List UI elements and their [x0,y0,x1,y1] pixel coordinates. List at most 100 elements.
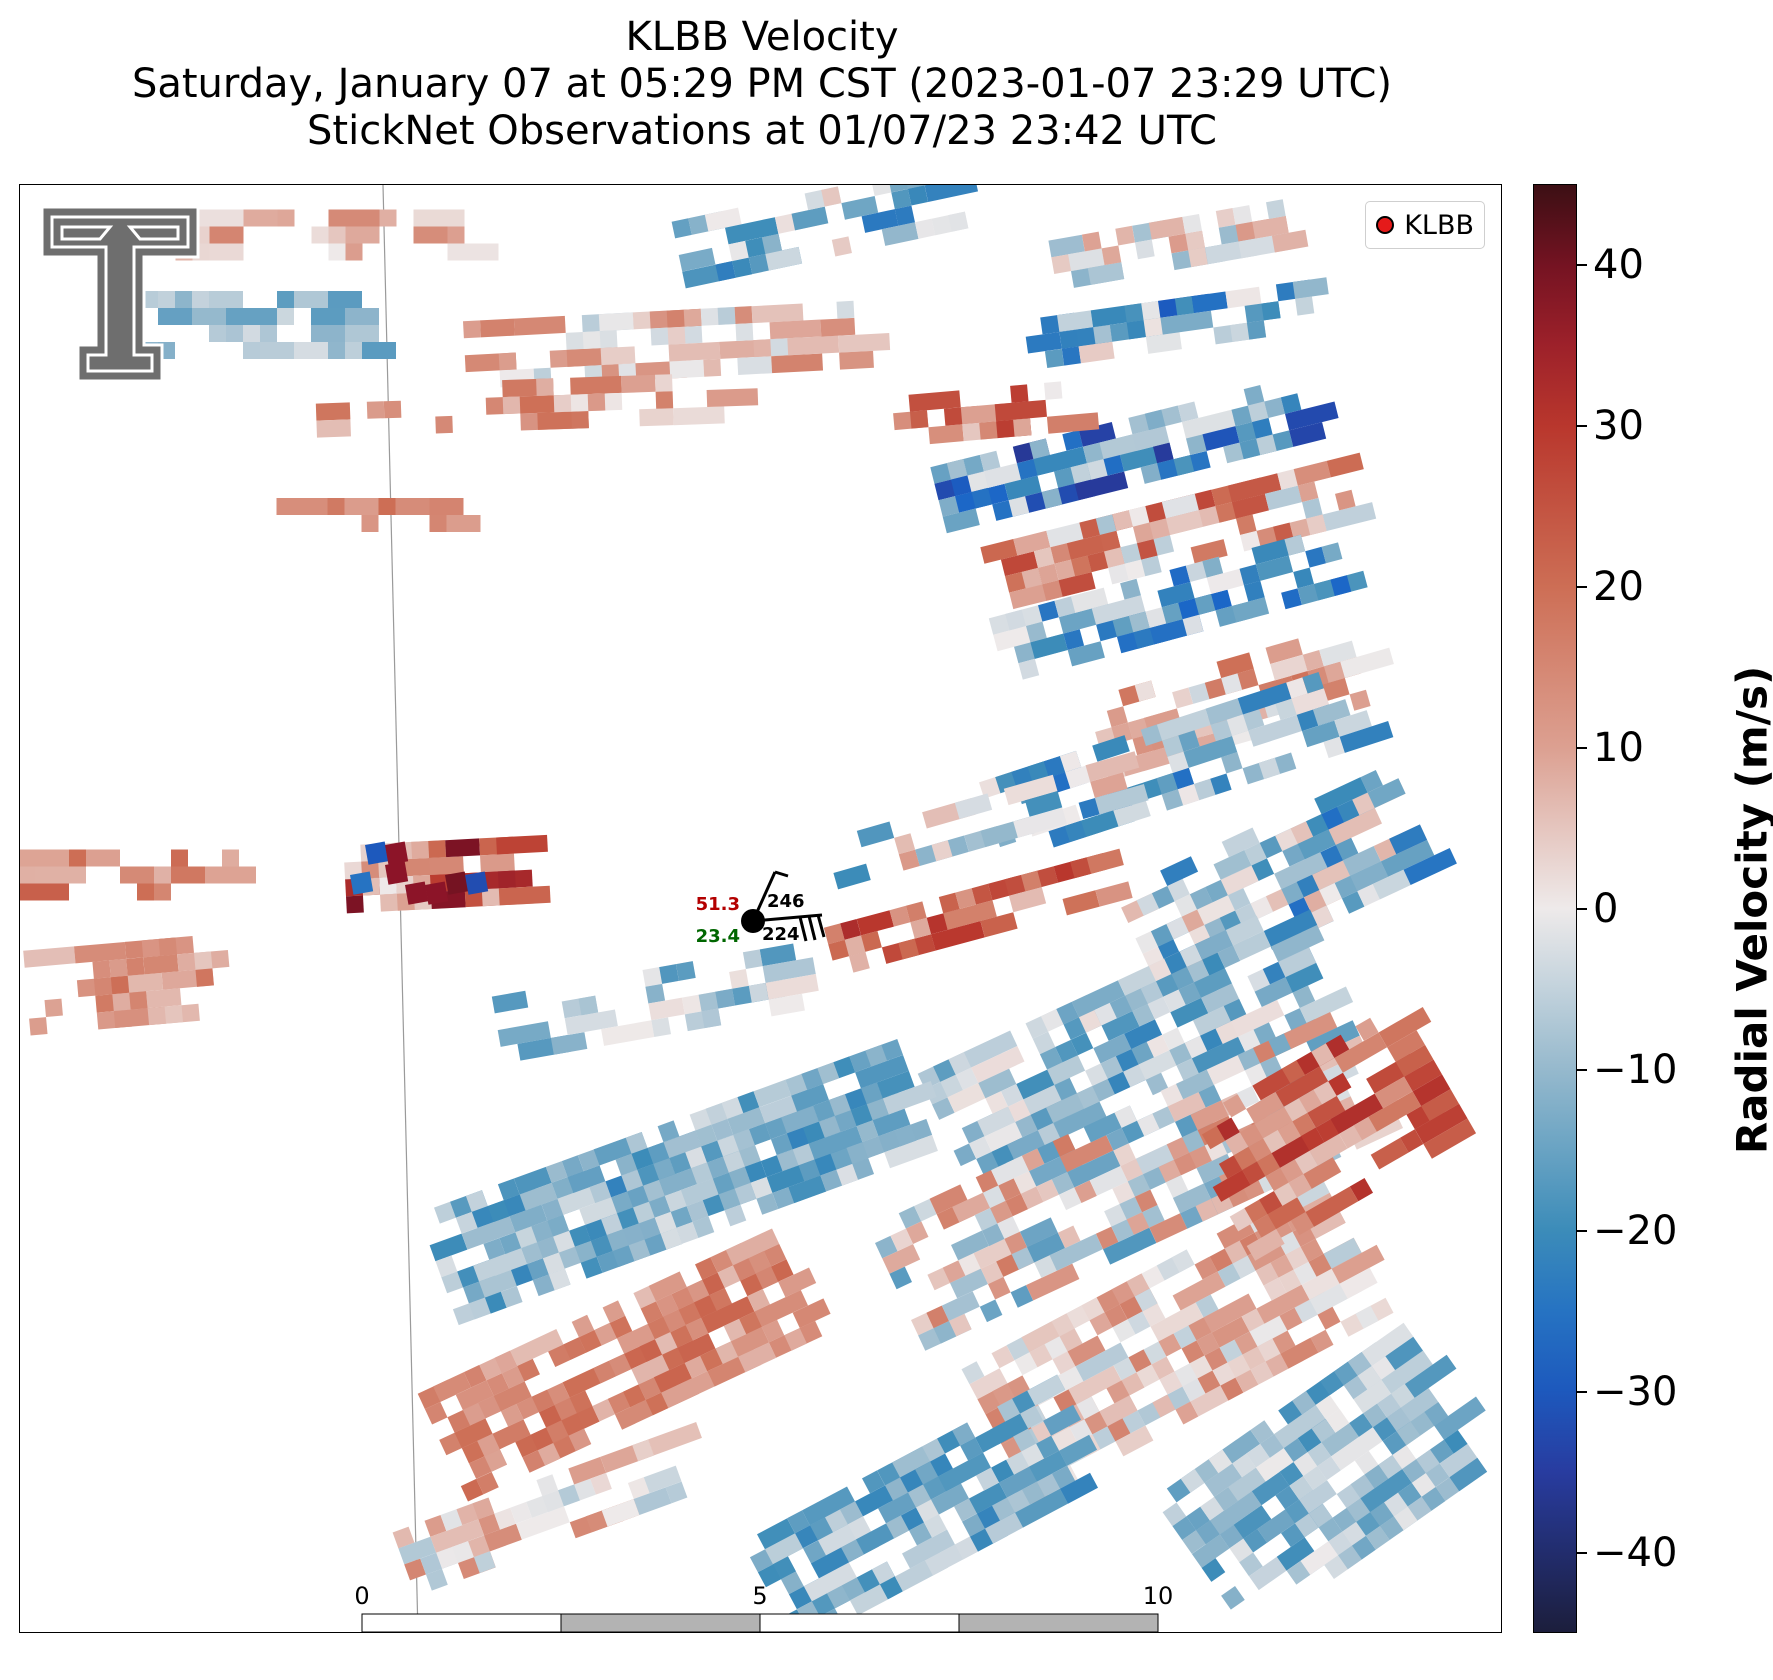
velocity-gate [1054,1077,1077,1101]
velocity-gate [1181,409,1236,439]
velocity-gate [1224,1240,1248,1264]
velocity-gate [648,1195,671,1218]
velocity-gate [676,1221,699,1244]
velocity-gate [1189,887,1213,910]
velocity-gate [660,1227,683,1250]
velocity-gate [1342,846,1381,876]
velocity-gate [1036,1179,1059,1202]
velocity-gate [623,1384,646,1408]
velocity-gate [998,1178,1021,1201]
velocity-gate [294,342,328,359]
velocity-gate [1005,609,1027,631]
velocity-gate [1191,1036,1246,1074]
velocity-gate [345,226,380,244]
velocity-gate [787,335,840,356]
velocity-gate [1265,638,1303,665]
velocity-gate [1191,291,1228,314]
velocity-gate [871,185,925,197]
velocity-gate [20,883,69,901]
velocity-gate [1106,1128,1129,1151]
velocity-gate [653,1158,676,1180]
velocity-gate [704,207,742,232]
velocity-gate [484,1449,507,1472]
velocity-gate [982,1185,1006,1209]
velocity-gate [952,1422,976,1446]
velocity-gate [1381,1350,1433,1394]
velocity-gate [590,1472,612,1495]
velocity-gate [510,1329,564,1367]
velocity-gate [756,1518,796,1550]
velocity-gate [1070,463,1092,484]
velocity-gate [328,243,346,261]
velocity-gate [640,1301,664,1324]
velocity-gate [670,1206,693,1228]
velocity-gate [686,1200,709,1223]
velocity-gate [665,1481,688,1504]
velocity-gate [1249,1315,1288,1347]
velocity-gate [1149,1213,1188,1244]
velocity-gate [737,356,773,375]
velocity-gate [127,972,164,993]
velocity-gate [748,982,769,1003]
velocity-gate [1089,1312,1113,1336]
velocity-gate [1215,208,1236,228]
velocity-gate [625,1131,648,1154]
velocity-gate [667,326,686,345]
velocity-gate [902,1529,956,1569]
velocity-gate [1349,1413,1373,1437]
velocity-gate [670,1325,693,1348]
velocity-gate [1025,1263,1080,1301]
velocity-gate [1317,1306,1341,1330]
velocity-gate [898,849,920,871]
velocity-gate [1134,1288,1158,1312]
velocity-gate [1286,677,1308,699]
velocity-gate [1047,1055,1086,1086]
velocity-gate [192,209,244,227]
velocity-gate [1194,1256,1218,1280]
velocity-gate [569,1224,591,1247]
velocity-gate [1089,1166,1128,1196]
velocity-gate [445,871,469,895]
velocity-gate [1152,1106,1175,1130]
velocity-gate [1416,1449,1440,1474]
velocity-gate [1366,1526,1390,1550]
velocity-gate [1182,614,1204,636]
velocity-gate [1195,930,1233,960]
velocity-gate [1126,1212,1150,1235]
velocity-gate [1202,952,1225,976]
velocity-gate [771,353,824,374]
velocity-gate [803,1562,857,1602]
velocity-gate [1194,968,1232,998]
velocity-gate [1315,1395,1340,1419]
colorbar-tick-mark [1577,1551,1587,1554]
velocity-gate [349,871,374,895]
velocity-gate [1270,924,1325,962]
velocity-gate [780,1571,804,1595]
velocity-gate [839,350,874,370]
velocity-gate [1052,1351,1076,1375]
velocity-gate [1101,245,1122,266]
velocity-gate [1121,1372,1145,1396]
velocity-gate [1099,1395,1138,1427]
velocity-gate [411,841,430,859]
velocity-gate [1312,699,1351,726]
velocity-gate [1334,489,1356,511]
velocity-gate [871,1561,895,1585]
velocity-gate [1342,1521,1366,1546]
velocity-gate [1283,1438,1308,1463]
velocity-gate [729,969,749,989]
velocity-gate [516,1506,570,1540]
velocity-gate [1103,547,1125,568]
radar-map[interactable]: 51.3 23.4 246 224 0 5 10 km [19,184,1502,1633]
velocity-gate [753,1079,792,1108]
velocity-gate [1071,980,1126,1018]
velocity-gate [1078,1010,1102,1033]
velocity-gate [734,1182,757,1205]
velocity-gate [874,1235,898,1259]
velocity-gate [654,1211,677,1234]
velocity-gate [571,1314,595,1338]
velocity-gate [158,937,178,956]
velocity-gate [1292,985,1316,1009]
velocity-gate [1174,296,1195,316]
velocity-gate [907,185,929,206]
